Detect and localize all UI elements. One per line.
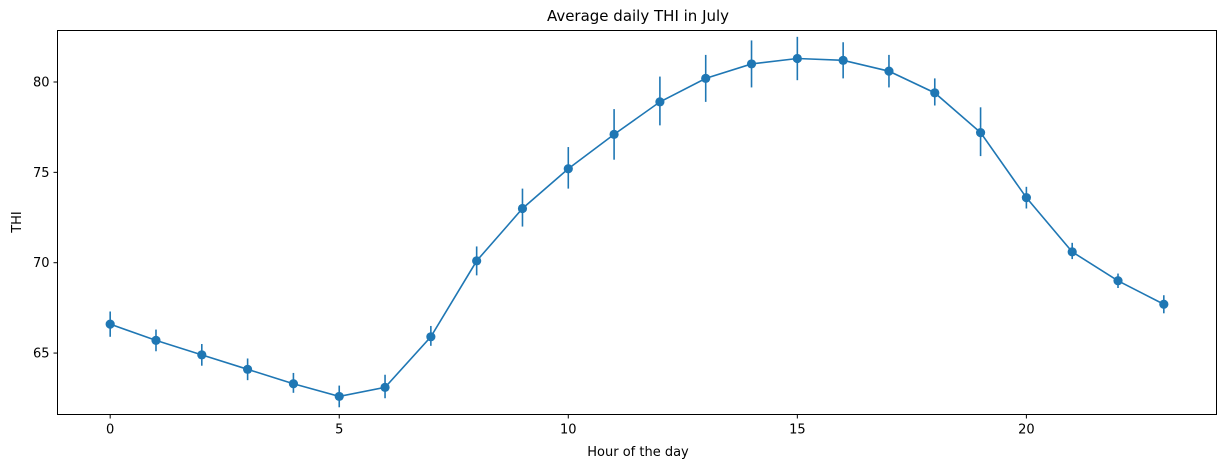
data-point [380, 382, 390, 392]
data-point [1113, 276, 1123, 286]
data-point [884, 66, 894, 76]
data-point [472, 256, 482, 266]
x-tick-label: 0 [106, 423, 114, 438]
data-point [701, 73, 711, 83]
x-tick-label: 5 [335, 423, 343, 438]
x-axis-label: Hour of the day [587, 445, 689, 460]
data-point [792, 53, 802, 64]
y-axis: 65 70 75 80 [33, 76, 58, 362]
data-point [517, 203, 528, 214]
data-point [197, 350, 207, 360]
series-line [109, 57, 1165, 398]
plot-area [105, 36, 1169, 408]
y-tick-label: 75 [33, 166, 50, 181]
data-point [563, 164, 573, 174]
plot-frame [57, 30, 1217, 415]
x-tick-label: 20 [1018, 423, 1035, 438]
data-point [151, 335, 161, 346]
series [105, 36, 1169, 408]
data-point [334, 391, 344, 402]
data-point [746, 59, 757, 69]
data-point [288, 379, 299, 389]
data-point [609, 129, 619, 140]
y-tick-label: 70 [33, 256, 50, 271]
data-point [105, 319, 115, 329]
y-tick-label: 65 [33, 347, 50, 362]
data-point [838, 55, 848, 65]
chart-title: Average daily THI in July [547, 7, 729, 25]
data-point [655, 97, 665, 107]
x-axis: 0 5 10 15 20 [106, 414, 1035, 438]
x-tick-label: 10 [560, 423, 577, 438]
data-point [426, 332, 436, 342]
x-tick-label: 15 [789, 423, 806, 438]
data-point [1067, 247, 1077, 257]
data-point [243, 364, 253, 374]
data-point [975, 127, 986, 138]
data-point [930, 88, 940, 98]
data-point [1159, 299, 1169, 309]
data-point [1021, 193, 1031, 203]
y-axis-label: THI [10, 211, 25, 234]
y-tick-label: 80 [33, 76, 50, 91]
